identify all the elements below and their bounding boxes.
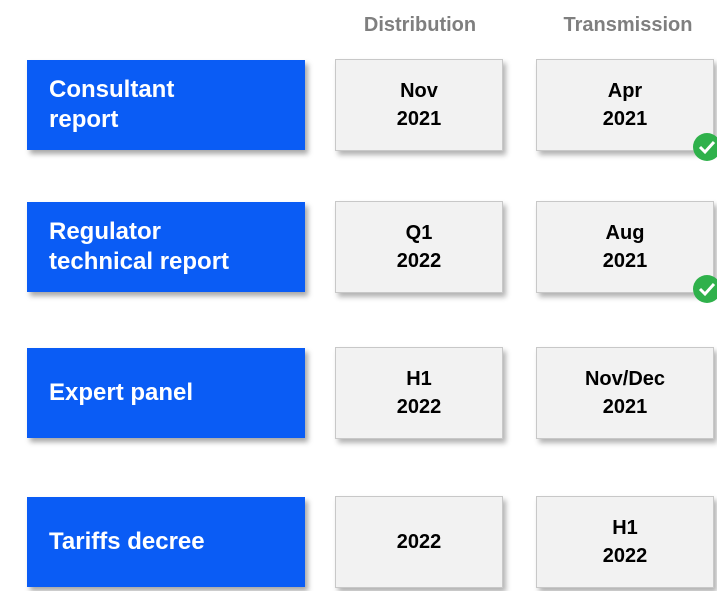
column-header: Distribution bbox=[363, 14, 477, 36]
cell-line: Aug bbox=[605, 222, 645, 244]
cell-line: 2022 bbox=[396, 396, 442, 418]
cell-line: 2021 bbox=[602, 396, 648, 418]
distribution-cell: H1 2022 bbox=[335, 347, 503, 439]
cell-line: 2021 bbox=[396, 108, 442, 130]
cell-line: Nov bbox=[400, 80, 438, 102]
cell-line: 2022 bbox=[602, 545, 648, 567]
row-label: Tariffs decree bbox=[27, 497, 305, 587]
label-line: report bbox=[49, 106, 119, 133]
transmission-cell: Aug 2021 bbox=[536, 201, 714, 293]
distribution-cell: Nov 2021 bbox=[335, 59, 503, 151]
label-line: Consultant bbox=[49, 76, 175, 103]
label-line: Tariffs decree bbox=[49, 528, 205, 555]
transmission-cell: Nov/Dec 2021 bbox=[536, 347, 714, 439]
row-label: Expert panel bbox=[27, 348, 305, 438]
cell-line: H1 bbox=[612, 517, 638, 539]
cell-line: 2021 bbox=[602, 250, 648, 272]
row-label: Consultant report bbox=[27, 60, 305, 150]
distribution-cell: 2022 bbox=[335, 496, 503, 588]
label-line: technical report bbox=[49, 248, 230, 275]
cell-line: Nov/Dec bbox=[584, 368, 666, 390]
check-icon bbox=[693, 275, 717, 303]
cell-line: 2021 bbox=[602, 108, 648, 130]
cell-line: 2022 bbox=[396, 531, 442, 553]
cell-line: 2022 bbox=[396, 250, 442, 272]
transmission-cell: H1 2022 bbox=[536, 496, 714, 588]
column-header: Transmission bbox=[563, 14, 693, 36]
cell-line: H1 bbox=[406, 368, 432, 390]
cell-line: Q1 bbox=[405, 222, 433, 244]
label-line: Expert panel bbox=[49, 379, 194, 406]
check-icon bbox=[693, 133, 717, 161]
distribution-cell: Q1 2022 bbox=[335, 201, 503, 293]
row-label: Regulator technical report bbox=[27, 202, 305, 292]
label-line: Regulator bbox=[49, 218, 162, 245]
transmission-cell: Apr 2021 bbox=[536, 59, 714, 151]
cell-line: Apr bbox=[607, 80, 643, 102]
